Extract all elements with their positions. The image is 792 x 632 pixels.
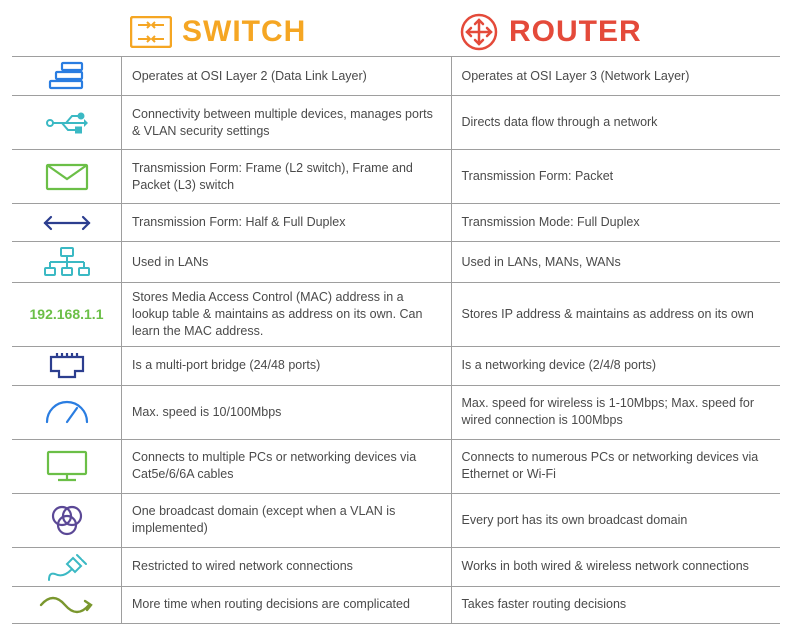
ip-address-icon: 192.168.1.1 [30, 306, 104, 322]
router-header: ROUTER [451, 12, 780, 52]
usb-icon [12, 96, 122, 149]
switch-cell: Operates at OSI Layer 2 (Data Link Layer… [122, 57, 452, 95]
table-row: Transmission Form: Half & Full DuplexTra… [12, 203, 780, 241]
router-cell: Stores IP address & maintains as address… [452, 283, 781, 346]
comparison-table: SWITCH ROUTER Operates at OSI Layer 2 (D… [0, 0, 792, 632]
router-cell: Takes faster routing decisions [452, 587, 781, 623]
wave-icon [12, 587, 122, 623]
arrows-icon [12, 204, 122, 241]
switch-cell: Connects to multiple PCs or networking d… [122, 440, 452, 493]
router-cell: Is a networking device (2/4/8 ports) [452, 347, 781, 385]
switch-cell: Transmission Form: Half & Full Duplex [122, 204, 452, 241]
table-row: Max. speed is 10/100MbpsMax. speed for w… [12, 385, 780, 439]
port-icon [12, 347, 122, 385]
switch-cell: Is a multi-port bridge (24/48 ports) [122, 347, 452, 385]
stack-icon [12, 57, 122, 95]
router-cell: Used in LANs, MANs, WANs [452, 242, 781, 282]
table-row: More time when routing decisions are com… [12, 586, 780, 624]
header-spacer [12, 28, 122, 36]
table-row: Connectivity between multiple devices, m… [12, 95, 780, 149]
ip-icon: 192.168.1.1 [12, 283, 122, 346]
table-row: One broadcast domain (except when a VLAN… [12, 493, 780, 547]
venn-icon [12, 494, 122, 547]
switch-cell: Restricted to wired network connections [122, 548, 452, 586]
envelope-icon [12, 150, 122, 203]
router-title: ROUTER [509, 15, 642, 49]
router-cell: Directs data flow through a network [452, 96, 781, 149]
table-row: 192.168.1.1 Stores Media Access Control (… [12, 282, 780, 346]
router-cell: Max. speed for wireless is 1-10Mbps; Max… [452, 386, 781, 439]
switch-cell: One broadcast domain (except when a VLAN… [122, 494, 452, 547]
router-icon [459, 12, 499, 52]
switch-header: SWITCH [122, 15, 451, 49]
table-row: Is a multi-port bridge (24/48 ports)Is a… [12, 346, 780, 385]
switch-title: SWITCH [182, 15, 306, 49]
router-cell: Transmission Form: Packet [452, 150, 781, 203]
table-row: Connects to multiple PCs or networking d… [12, 439, 780, 493]
table-row: Used in LANsUsed in LANs, MANs, WANs [12, 241, 780, 282]
table-row: Restricted to wired network connectionsW… [12, 547, 780, 586]
switch-cell: Max. speed is 10/100Mbps [122, 386, 452, 439]
table-body: Operates at OSI Layer 2 (Data Link Layer… [12, 56, 780, 624]
router-cell: Operates at OSI Layer 3 (Network Layer) [452, 57, 781, 95]
switch-cell: Transmission Form: Frame (L2 switch), Fr… [122, 150, 452, 203]
router-cell: Transmission Mode: Full Duplex [452, 204, 781, 241]
switch-cell: More time when routing decisions are com… [122, 587, 452, 623]
table-row: Operates at OSI Layer 2 (Data Link Layer… [12, 56, 780, 95]
table-row: Transmission Form: Frame (L2 switch), Fr… [12, 149, 780, 203]
lan-icon [12, 242, 122, 282]
router-cell: Works in both wired & wireless network c… [452, 548, 781, 586]
router-cell: Connects to numerous PCs or networking d… [452, 440, 781, 493]
monitor-icon [12, 440, 122, 493]
plug-icon [12, 548, 122, 586]
switch-cell: Connectivity between multiple devices, m… [122, 96, 452, 149]
switch-cell: Stores Media Access Control (MAC) addres… [122, 283, 452, 346]
router-cell: Every port has its own broadcast domain [452, 494, 781, 547]
header-row: SWITCH ROUTER [12, 8, 780, 56]
switch-icon [130, 16, 172, 48]
switch-cell: Used in LANs [122, 242, 452, 282]
gauge-icon [12, 386, 122, 439]
